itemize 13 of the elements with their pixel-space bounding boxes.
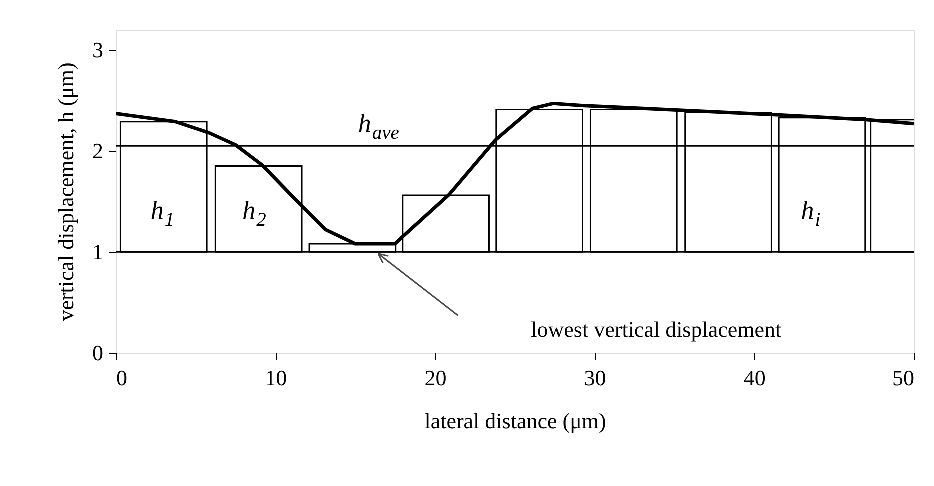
x-axis-title: lateral distance (μm) [424,408,606,434]
x-tick-label: 0 [116,366,128,390]
x-tick-label: 30 [584,366,606,390]
y-tick-label: 1 [92,240,104,265]
annotation: lowest vertical displacement [531,316,782,342]
y-tick-label: 2 [92,138,104,164]
x-tick-label: 20 [424,366,447,390]
x-tick-label: 50 [892,366,914,390]
y-axis-title: vertical displacement, h (μm) [54,62,78,322]
x-tick-label: 40 [744,366,766,390]
y-tick-label: 3 [92,38,104,63]
x-tick-label: 10 [265,366,288,390]
y-tick-label: 0 [92,340,104,366]
